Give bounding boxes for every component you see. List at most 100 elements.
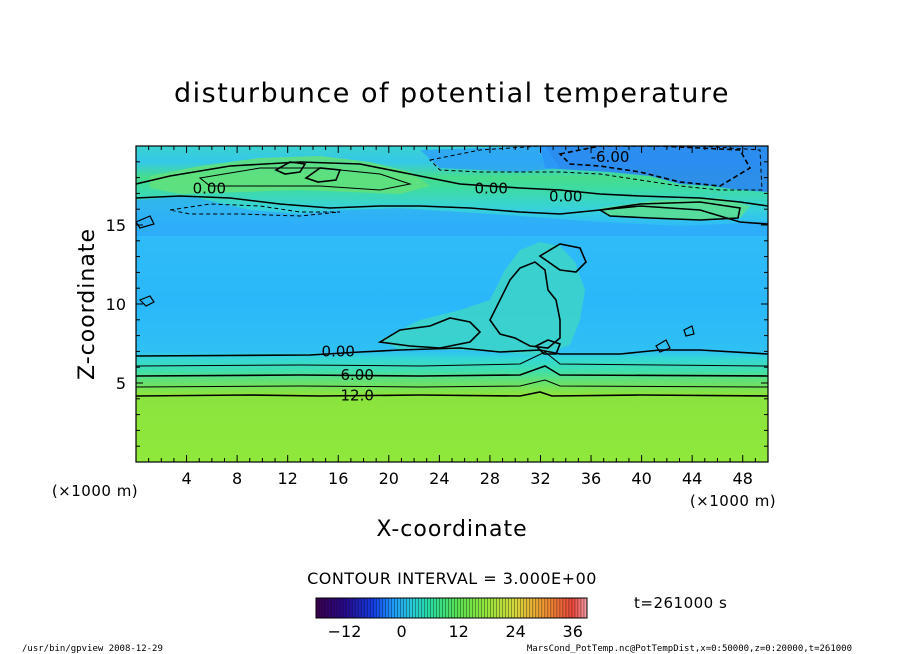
colorbar-cell <box>505 598 510 618</box>
contour-line-3 <box>136 351 768 367</box>
cold-patch-upper-mid <box>420 146 560 172</box>
colorbar-cell <box>562 598 567 618</box>
contour-line-warm-patch <box>198 167 412 191</box>
colorbar-cell <box>574 598 579 618</box>
colorbar-cell <box>361 598 365 618</box>
y-tick-label: 5 <box>116 374 126 393</box>
colorbar-cell <box>514 598 519 618</box>
contour-line-central-b <box>489 261 561 349</box>
colorbar-cell <box>490 598 494 618</box>
warm-blob-upper-left <box>150 156 430 194</box>
colorbar-cell <box>358 598 362 618</box>
footer-left: /usr/bin/gpview 2008-12-29 <box>22 644 163 654</box>
cold-patch-upper-right <box>540 146 768 192</box>
colorbar-cell <box>487 598 491 618</box>
colorbar-cell <box>334 598 338 618</box>
colorbar-cell <box>553 598 558 618</box>
x-tick-label: 16 <box>328 469 348 488</box>
colorbar-cell <box>322 598 326 618</box>
colorbar-cell <box>526 598 531 618</box>
colorbar-cell <box>508 598 513 618</box>
colorbar-cell <box>388 598 392 618</box>
x-tick-label: 28 <box>480 469 500 488</box>
contour-interval: CONTOUR INTERVAL = 3.000E+00 <box>307 569 597 588</box>
time-label: t=261000 s <box>634 594 727 612</box>
contour-label: 0.00 <box>549 188 582 206</box>
colorbar-cell <box>463 598 467 618</box>
colorbar-cell <box>394 598 398 618</box>
heatmap-field <box>136 146 768 462</box>
colorbar-cell <box>433 598 437 618</box>
contour-line-0-upper-b <box>136 195 768 225</box>
contour-line-12 <box>136 391 768 397</box>
colorbar-tick-label: 12 <box>448 622 468 641</box>
chart-title: disturbunce of potential temperature <box>174 78 730 109</box>
colorbar-cell <box>445 598 449 618</box>
colorbar-cell <box>406 598 410 618</box>
x-tick-label: 8 <box>232 469 242 488</box>
colorbar-cell <box>430 598 434 618</box>
contour-label: 0.00 <box>322 342 355 360</box>
colorbar-cell <box>499 598 503 618</box>
colorbar-cell <box>439 598 443 618</box>
colorbar-cell <box>424 598 428 618</box>
colorbar-cell <box>325 598 329 618</box>
colorbar <box>315 598 588 618</box>
colorbar-cell <box>484 598 488 618</box>
colorbar-cell <box>583 598 588 618</box>
contour-line-speck-c <box>683 325 695 337</box>
colorbar-cell <box>337 598 341 618</box>
y-tick-label: 15 <box>106 216 126 235</box>
colorbar-cell <box>454 598 458 618</box>
colorbar-cell <box>550 598 555 618</box>
x-tick-label: 44 <box>682 469 702 488</box>
colorbar-cell <box>349 598 353 618</box>
colorbar-cell <box>568 598 573 618</box>
colorbar-cell <box>328 598 332 618</box>
x-axis-ticks: 4 8 12 16 20 24 28 32 36 40 44 48 <box>148 146 756 488</box>
colorbar-cell <box>343 598 347 618</box>
y-axis-label: Z-coordinate <box>75 228 100 380</box>
contour-label: 0.00 <box>193 180 226 198</box>
colorbar-cell <box>538 598 543 618</box>
colorbar-cell <box>319 598 323 618</box>
colorbar-cell <box>466 598 470 618</box>
contour-line-speck-b <box>136 215 155 229</box>
colorbar-cell <box>415 598 419 618</box>
contour-line-9 <box>136 379 768 388</box>
colorbar-cell <box>475 598 479 618</box>
contour-label: -6.00 <box>591 148 630 166</box>
x-tick-label: 24 <box>429 469 449 488</box>
colorbar-cell <box>559 598 564 618</box>
x-tick-label: 12 <box>278 469 298 488</box>
colorbar-cell <box>316 598 320 618</box>
footer-right: MarsCond_PotTemp.nc@PotTempDist,x=0:5000… <box>527 644 852 654</box>
colorbar-cell <box>565 598 570 618</box>
contour-line-6 <box>136 365 768 377</box>
colorbar-cell <box>556 598 561 618</box>
colorbar-cell <box>520 598 525 618</box>
x-tick-label: 32 <box>530 469 550 488</box>
colorbar-cell <box>364 598 368 618</box>
y-axis-ticks: 5 10 15 <box>106 161 768 447</box>
colorbar-cell <box>427 598 431 618</box>
colorbar-cell <box>436 598 440 618</box>
x-tick-label: 40 <box>631 469 651 488</box>
colorbar-cell <box>442 598 446 618</box>
contour-label: 6.00 <box>340 366 373 384</box>
colorbar-cell <box>418 598 422 618</box>
colorbar-cell <box>580 598 585 618</box>
colorbar-cell <box>331 598 335 618</box>
colorbar-tick-label: 36 <box>563 622 583 641</box>
contour-line-0-upper <box>136 161 768 207</box>
colorbar-cell <box>403 598 407 618</box>
contour-line-central-c <box>538 243 587 273</box>
colorbar-cell <box>535 598 540 618</box>
contour-label: 12.0 <box>340 387 373 405</box>
contour-lines <box>136 146 768 397</box>
colorbar-cell <box>457 598 461 618</box>
x-axis-unit-left: (×1000 m) <box>52 482 138 500</box>
colorbar-cell <box>547 598 552 618</box>
colorbar-cell <box>529 598 534 618</box>
